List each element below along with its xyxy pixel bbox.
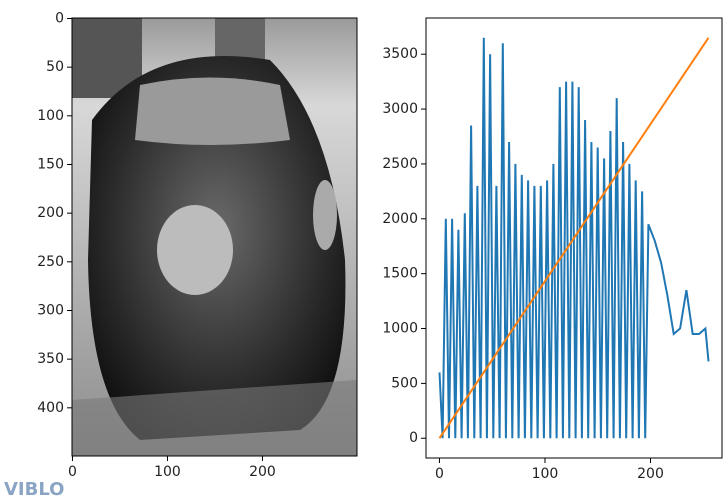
y-tick-label: 1000 [382, 321, 418, 337]
y-tick-label: 300 [37, 302, 64, 318]
figure: 0100200050100150200250300350400010020005… [0, 0, 726, 500]
y-tick-label: 1500 [382, 266, 418, 282]
x-tick-label: 0 [435, 466, 444, 482]
y-tick-label: 3000 [382, 101, 418, 117]
y-tick-label: 100 [37, 108, 64, 124]
photo [72, 18, 357, 456]
x-tick-label: 200 [249, 464, 276, 480]
watermark: VIBLO [4, 479, 64, 500]
y-tick-label: 500 [391, 375, 418, 391]
y-tick-label: 0 [409, 430, 418, 446]
series-line [440, 38, 709, 438]
y-tick-label: 150 [37, 156, 64, 172]
y-tick-label: 400 [37, 400, 64, 416]
y-tick-label: 350 [37, 351, 64, 367]
y-tick-label: 2500 [382, 156, 418, 172]
y-tick-label: 50 [46, 59, 64, 75]
y-tick-label: 200 [37, 205, 64, 221]
x-tick-label: 100 [154, 464, 181, 480]
y-tick-label: 3500 [382, 46, 418, 62]
y-tick-label: 2000 [382, 211, 418, 227]
x-tick-label: 0 [68, 464, 77, 480]
y-tick-label: 250 [37, 254, 64, 270]
y-tick-label: 0 [55, 10, 64, 26]
x-tick-label: 200 [637, 466, 664, 482]
x-tick-label: 100 [532, 466, 559, 482]
